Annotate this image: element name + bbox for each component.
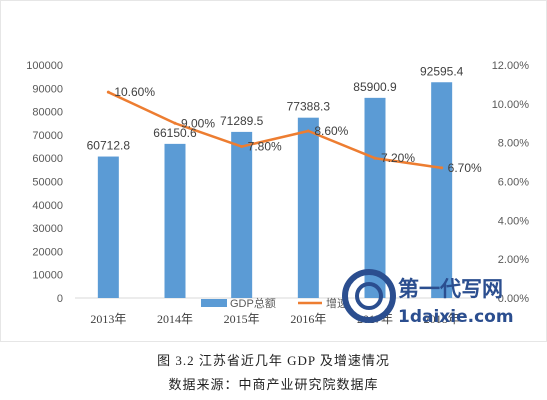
left-axis-tick-label: 30000 [32, 223, 63, 235]
bar-value-label: 71289.5 [220, 114, 264, 128]
left-axis-tick-label: 100000 [26, 60, 63, 72]
left-axis-tick-label: 10000 [32, 270, 63, 282]
figure-caption: 图 3.2 江苏省近几年 GDP 及增速情况 [157, 353, 390, 368]
bar-value-label: 85900.9 [353, 80, 397, 94]
line-value-label: 7.20% [381, 151, 415, 165]
x-axis-tick-label: 2018年 [424, 312, 460, 326]
x-axis-tick-label: 2013年 [90, 312, 126, 326]
left-axis-tick-label: 70000 [32, 130, 63, 142]
line-point [173, 121, 177, 125]
left-axis-tick-label: 80000 [32, 107, 63, 119]
bar [364, 97, 386, 298]
right-axis-tick-label: 4.00% [498, 215, 529, 227]
line-value-label: 8.60% [314, 124, 348, 138]
right-axis-tick-label: 2.00% [498, 254, 529, 266]
line-series [106, 90, 444, 170]
left-axis-tick-label: 40000 [32, 200, 63, 212]
left-axis-tick-label: 20000 [32, 246, 63, 258]
watermark: 第一代写网 1daixie.com [342, 269, 514, 327]
x-axis-tick-label: 2016年 [290, 312, 326, 326]
left-axis-tick-label: 90000 [32, 83, 63, 95]
x-axis-tick-label: 2014年 [157, 312, 193, 326]
bar-value-label: 66150.6 [153, 126, 197, 140]
line-point [306, 129, 310, 133]
line-value-label: 7.80% [248, 140, 282, 154]
watermark-line2: 1daixie.com [398, 307, 514, 327]
bar [97, 156, 119, 298]
right-axis-tick-label: 8.00% [498, 138, 529, 150]
bar-series [97, 82, 453, 298]
left-axis-tick-label: 60000 [32, 153, 63, 165]
line-value-label: 10.60% [114, 85, 155, 99]
bar-value-label: 92595.4 [420, 64, 464, 78]
line-point [106, 90, 110, 94]
right-axis-tick-label: 0.00% [498, 293, 529, 305]
bar [297, 117, 319, 298]
growth-line [107, 90, 443, 170]
left-axis-tick-label: 50000 [32, 177, 63, 189]
left-axis-ticks: 0 10000 20000 30000 40000 50000 60000 70000 8000… [26, 60, 63, 305]
chart-frame [0, 0, 547, 342]
line-data-labels: 10.60% 9.00% 7.80% 8.60% 7.20% 6.70% [114, 85, 482, 175]
x-axis-tick-label: 2015年 [224, 312, 260, 326]
right-axis-tick-label: 12.00% [492, 60, 530, 72]
bar-value-label: 60712.8 [87, 139, 131, 153]
right-axis-ticks: 0.00% 2.00% 4.00% 6.00% 8.00% 10.00% 12.00% [492, 60, 530, 305]
line-point [373, 156, 377, 160]
bar [431, 82, 453, 298]
legend-bar-label: GDP总额 [230, 296, 276, 310]
line-value-label: 6.70% [448, 161, 482, 175]
bar [231, 131, 253, 298]
watermark-line1: 第一代写网 [398, 277, 503, 301]
line-value-label: 9.00% [181, 116, 215, 130]
right-axis-tick-label: 10.00% [492, 99, 530, 111]
bar-data-labels: 60712.8 66150.6 71289.5 77388.3 85900.9 92595… [87, 64, 464, 152]
watermark-logo-icon [342, 269, 396, 323]
bar [164, 143, 186, 298]
legend-bar-swatch [201, 299, 227, 307]
right-axis-tick-label: 6.00% [498, 177, 529, 189]
figure-source: 数据来源：中商产业研究院数据库 [168, 377, 379, 392]
line-point [440, 166, 444, 170]
bar-value-label: 77388.3 [287, 100, 331, 114]
left-axis-tick-label: 0 [57, 293, 63, 305]
line-point [240, 145, 244, 149]
